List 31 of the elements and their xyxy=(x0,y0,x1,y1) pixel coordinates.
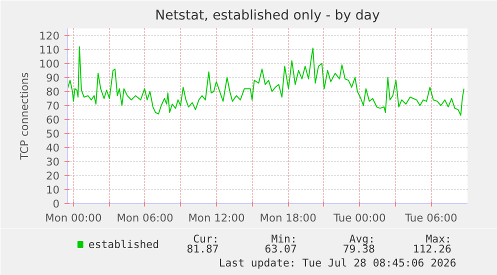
line-series xyxy=(68,46,464,116)
text: 112.26 xyxy=(412,242,452,256)
y-tick-label: 20 xyxy=(46,170,60,182)
text: Avg: xyxy=(349,232,375,246)
text: 81.87 xyxy=(186,242,219,256)
y-tick-label: 90 xyxy=(46,72,60,84)
x-tick-label: Mon 12:00 xyxy=(188,212,246,224)
y-tick-label: 80 xyxy=(46,86,60,98)
x-tick-label: Tue 00:00 xyxy=(332,212,386,224)
y-tick-label: 10 xyxy=(46,184,60,196)
y-tick-label: 120 xyxy=(39,30,60,42)
chart-title: Netstat, established only - by day xyxy=(155,8,380,24)
y-tick-label: 30 xyxy=(46,156,60,168)
text: 63.07 xyxy=(264,242,297,256)
y-tick-label: 110 xyxy=(39,44,60,56)
y-tick-label: 0 xyxy=(52,198,60,210)
x-tick-label: Mon 06:00 xyxy=(116,212,174,224)
text: Last update: Tue Jul 28 08:45:06 2026 xyxy=(218,256,456,270)
y-tick-label: 70 xyxy=(46,100,60,112)
y-tick-label: 100 xyxy=(39,58,60,70)
y-tick-label: 50 xyxy=(46,128,60,140)
y-axis-title: TCP connections xyxy=(18,72,32,161)
y-tick-label: 40 xyxy=(46,142,60,154)
y-tick-label: 60 xyxy=(46,114,60,126)
legend-label: established xyxy=(88,238,160,251)
x-tick-label: Tue 06:00 xyxy=(404,212,458,224)
x-tick-label: Mon 18:00 xyxy=(260,212,317,224)
text: Max: xyxy=(426,232,452,246)
x-tick-label: Mon 00:00 xyxy=(45,212,102,224)
text: Min: xyxy=(271,232,297,246)
text: Cur: xyxy=(193,232,219,246)
